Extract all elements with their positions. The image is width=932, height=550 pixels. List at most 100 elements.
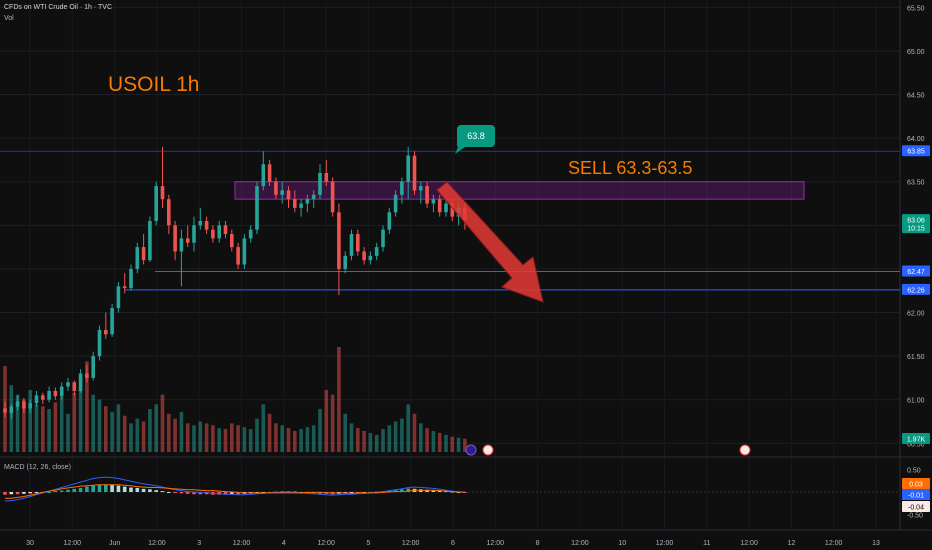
macd-histogram-bar [185, 492, 190, 494]
macd-histogram-bar [66, 489, 70, 492]
candle-body [204, 220, 209, 230]
volume-bar [148, 409, 152, 452]
macd-histogram-bar [198, 492, 203, 495]
macd-histogram-bar [230, 492, 234, 495]
volume-bar [160, 394, 165, 452]
candle-body [22, 401, 26, 409]
macd-badge-c-bg [902, 501, 930, 512]
macd-histogram-bar [34, 492, 39, 493]
price-badge-support-1: 62.47 [907, 269, 925, 276]
candle-body [274, 181, 278, 195]
candle-body [286, 190, 291, 200]
candle-body [198, 220, 203, 226]
macd-histogram-bar [78, 487, 83, 492]
volume-bar [173, 418, 177, 452]
macd-badge-a-bg [902, 478, 930, 489]
candle-body [437, 199, 442, 213]
volume-bar [236, 425, 240, 452]
sell-zone [234, 181, 805, 200]
down-arrow [436, 181, 544, 303]
volume-bar [110, 411, 114, 452]
volume-bar [141, 421, 146, 452]
volume-badge-bg [902, 433, 930, 444]
price-badge-support-1-bg [902, 265, 930, 277]
macd-tick-label: -0.50 [907, 513, 923, 520]
candle-body [412, 155, 417, 191]
candle-body [419, 186, 423, 191]
candle-body [47, 390, 51, 400]
volume-bar [34, 404, 39, 452]
x-tick-label: 5 [366, 540, 370, 547]
volume-bar [135, 418, 140, 452]
price-badge-support-2-bg [902, 283, 930, 295]
macd-histogram-bar [141, 488, 146, 492]
volume-bar [53, 402, 58, 452]
volume-bar [261, 404, 266, 452]
macd-histogram-bar [97, 484, 102, 492]
candle-body [78, 373, 83, 391]
candle-body [444, 203, 448, 213]
macd-histogram-bar [122, 486, 127, 492]
candle-body [97, 329, 102, 357]
volume-bar [393, 421, 398, 452]
x-tick-label: 12 [788, 540, 796, 547]
volume-bar [412, 413, 417, 452]
candle-body [318, 173, 322, 195]
macd-histogram-bar [9, 492, 14, 495]
y-tick-label: 63.50 [907, 180, 925, 187]
candle-body [154, 186, 158, 221]
volume-bar [463, 438, 467, 452]
volume-bar [330, 394, 335, 452]
macd-histogram-bar [431, 490, 436, 492]
countdown-badge: 10:15 [907, 226, 925, 233]
candle-body [135, 247, 140, 269]
candle-body [122, 286, 127, 289]
event-icon [482, 444, 494, 456]
macd-histogram-bar [104, 484, 108, 492]
volume-bar [293, 431, 297, 452]
macd-histogram-bar [28, 492, 32, 494]
macd-histogram-bar [167, 492, 171, 493]
volume-bar [362, 431, 366, 452]
candle-body [337, 212, 341, 269]
volume-bar [406, 404, 410, 452]
volume-bar [211, 425, 215, 452]
y-tick-label: 65.50 [907, 5, 925, 12]
y-tick-label: 61.00 [907, 398, 925, 405]
candle-body [148, 220, 152, 261]
volume-bar [368, 432, 373, 452]
volume-bar [381, 429, 385, 452]
candle-body [305, 199, 310, 204]
volume-bar [318, 409, 322, 452]
candle-body [104, 329, 108, 335]
candle-body [343, 255, 347, 269]
macd-histogram-bar [72, 488, 77, 492]
candle-body [393, 194, 398, 213]
macd-histogram-bar [85, 486, 89, 492]
volume-bar [217, 428, 221, 452]
macd-label: MACD (12, 26, close) [4, 464, 71, 471]
candle-body [400, 181, 404, 195]
macd-histogram-bar [116, 485, 121, 492]
candle-body [217, 225, 221, 239]
candle-body [261, 164, 266, 187]
candle-body [66, 382, 70, 387]
candle-body [242, 238, 247, 265]
candle-body [91, 356, 95, 378]
volume-bar [179, 411, 184, 452]
signal-line [5, 484, 465, 499]
candle-body [173, 225, 177, 252]
volume-bar [349, 423, 354, 452]
volume-bar [324, 389, 329, 452]
macd-histogram-bar [349, 492, 354, 493]
macd-badge-b: -0.01 [908, 493, 924, 500]
x-tick-label: 12:00 [571, 540, 589, 547]
volume-bar [305, 427, 310, 452]
volume-bar [311, 425, 316, 452]
volume-bar [22, 399, 26, 452]
event-icon [465, 444, 477, 456]
candle-body [116, 286, 121, 309]
candle-body [53, 390, 58, 397]
x-tick-label: 8 [536, 540, 540, 547]
